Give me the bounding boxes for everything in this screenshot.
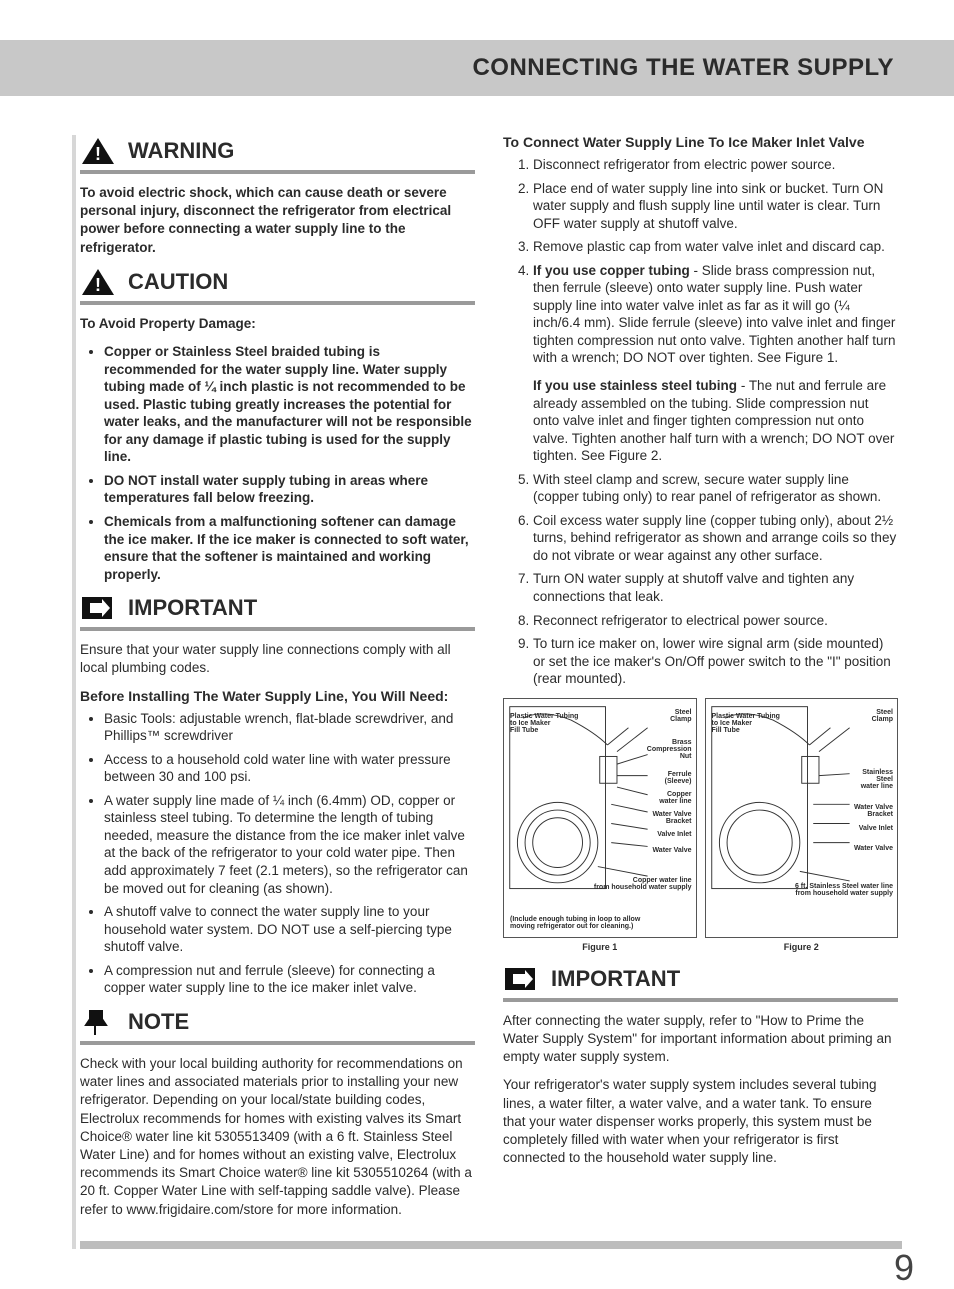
note-text: Check with your local building authority… (80, 1055, 475, 1219)
important1-label: IMPORTANT (128, 595, 257, 621)
fig2-br: 6 ft. Stainless Steel water line from ho… (795, 883, 893, 898)
important2-heading: IMPORTANT (503, 964, 898, 1002)
fig1-r2: Ferrule (Sleeve) (665, 771, 692, 786)
important1-heading: IMPORTANT (80, 593, 475, 631)
important2-p1: After connecting the water supply, refer… (503, 1012, 898, 1067)
before-list: Basic Tools: adjustable wrench, flat-bla… (80, 710, 475, 997)
fig2-r4: Water Valve (854, 845, 893, 852)
caution-label: CAUTION (128, 269, 228, 295)
header-bar: CONNECTING THE WATER SUPPLY (0, 40, 954, 96)
arrow-right-icon (503, 964, 539, 994)
list-item: A shutoff valve to connect the water sup… (104, 903, 475, 956)
warning-heading: ! WARNING (80, 136, 475, 174)
list-item: A compression nut and ferrule (sleeve) f… (104, 962, 475, 997)
step-item: Turn ON water supply at shutoff valve an… (533, 570, 898, 605)
figures-row: Plastic Water Tubing to Ice Maker Fill T… (503, 698, 898, 952)
step4-extra-lead: If you use stainless steel tubing (533, 378, 737, 393)
svg-text:!: ! (95, 144, 101, 164)
step-item: Place end of water supply line into sink… (533, 180, 898, 233)
page: CONNECTING THE WATER SUPPLY ! WARNING To… (0, 40, 954, 1289)
fig2-r2: Water Valve Bracket (854, 804, 893, 819)
connect-heading: To Connect Water Supply Line To Ice Make… (503, 134, 898, 150)
step-item: Disconnect refrigerator from electric po… (533, 156, 898, 174)
fig1-r5: Valve Inlet (657, 831, 691, 838)
page-number: 9 (894, 1247, 914, 1289)
fig2-caption: Figure 2 (705, 942, 899, 952)
fig1-caption: Figure 1 (503, 942, 697, 952)
footer-rule (80, 1241, 902, 1249)
step4-lead: If you use copper tubing (533, 263, 690, 278)
caution-triangle-icon: ! (80, 267, 116, 297)
connect-steps: Disconnect refrigerator from electric po… (503, 156, 898, 688)
warning-label: WARNING (128, 138, 234, 164)
fig1-r6: Water Valve (652, 847, 691, 854)
caution-heading: ! CAUTION (80, 267, 475, 305)
figure-1-wrapper: Plastic Water Tubing to Ice Maker Fill T… (503, 698, 697, 952)
pushpin-icon (80, 1007, 116, 1037)
important1-text: Ensure that your water supply line conne… (80, 641, 475, 677)
list-item: Basic Tools: adjustable wrench, flat-bla… (104, 710, 475, 745)
step-item: With steel clamp and screw, secure water… (533, 471, 898, 506)
important2-p2: Your refrigerator's water supply system … (503, 1076, 898, 1167)
list-item: DO NOT install water supply tubing in ar… (104, 472, 475, 507)
page-title: CONNECTING THE WATER SUPPLY (0, 54, 894, 82)
figure-1: Plastic Water Tubing to Ice Maker Fill T… (503, 698, 697, 938)
fig1-br: Copper water line from household water s… (594, 877, 692, 892)
fig2-r3: Valve Inlet (859, 825, 893, 832)
list-item: Access to a household cold water line wi… (104, 751, 475, 786)
right-column: To Connect Water Supply Line To Ice Make… (503, 126, 898, 1229)
list-item: Chemicals from a malfunctioning softener… (104, 513, 475, 583)
fig1-left-label: Plastic Water Tubing to Ice Maker Fill T… (510, 713, 578, 735)
list-item: A water supply line made of ¼ inch (6.4m… (104, 792, 475, 897)
step4-extra: If you use stainless steel tubing - The … (533, 377, 898, 465)
left-gutter-rule (72, 135, 76, 1249)
before-heading: Before Installing The Water Supply Line,… (80, 688, 475, 704)
fig2-r1: Stainless Steel water line (861, 769, 893, 791)
fig2-r0: Steel Clamp (872, 709, 893, 724)
fig1-note: (Include enough tubing in loop to allow … (510, 916, 640, 931)
list-item: Copper or Stainless Steel braided tubing… (104, 343, 475, 466)
warning-text: To avoid electric shock, which can cause… (80, 184, 475, 257)
fig1-r0: Steel Clamp (670, 709, 691, 724)
figure-2: Plastic Water Tubing to Ice Maker Fill T… (705, 698, 899, 938)
fig1-r1: Brass Compression Nut (647, 739, 692, 761)
note-label: NOTE (128, 1009, 189, 1035)
step-item: Coil excess water supply line (copper tu… (533, 512, 898, 565)
caution-bullets: Copper or Stainless Steel braided tubing… (80, 343, 475, 583)
fig1-r3: Copper water line (659, 791, 691, 806)
content-columns: ! WARNING To avoid electric shock, which… (0, 96, 954, 1229)
fig2-left-label: Plastic Water Tubing to Ice Maker Fill T… (712, 713, 780, 735)
step-item: Reconnect refrigerator to electrical pow… (533, 612, 898, 630)
figure-2-wrapper: Plastic Water Tubing to Ice Maker Fill T… (705, 698, 899, 952)
caution-lead: To Avoid Property Damage: (80, 315, 475, 333)
warning-triangle-icon: ! (80, 136, 116, 166)
arrow-right-icon (80, 593, 116, 623)
step4-text: - Slide brass compression nut, then ferr… (533, 263, 895, 366)
fig1-r4: Water Valve Bracket (652, 811, 691, 826)
important2-label: IMPORTANT (551, 966, 680, 992)
svg-text:!: ! (95, 275, 101, 295)
step-item: To turn ice maker on, lower wire signal … (533, 635, 898, 688)
step-item: If you use copper tubing - Slide brass c… (533, 262, 898, 465)
step-item: Remove plastic cap from water valve inle… (533, 238, 898, 256)
left-column: ! WARNING To avoid electric shock, which… (80, 126, 475, 1229)
note-heading: NOTE (80, 1007, 475, 1045)
